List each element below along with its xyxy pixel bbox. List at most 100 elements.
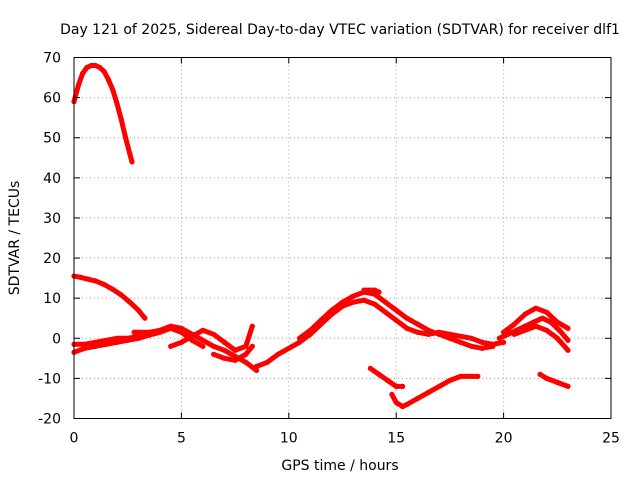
data-point [479,345,485,351]
data-point [77,274,83,280]
data-point [522,327,528,333]
series-arc-11 [367,365,406,389]
data-point [125,335,131,341]
data-point [404,325,410,331]
data-point [123,135,129,141]
data-point [393,307,399,313]
data-point [511,321,517,327]
data-point [296,335,303,341]
data-point [221,347,227,353]
data-point [436,331,442,337]
data-point [511,331,517,337]
data-point [131,329,137,335]
data-point [84,64,90,71]
data-point [533,323,539,329]
data-point [385,377,391,383]
data-point [376,289,382,295]
plot-frame [73,57,612,419]
data-point [361,287,367,293]
data-point [565,383,571,389]
data-point [436,383,442,389]
data-point [178,339,184,345]
data-point [146,329,152,335]
data-point [101,281,107,288]
data-point [554,335,560,341]
y-tick-label: -10 [38,371,61,387]
data-point [178,325,184,331]
data-point [127,151,133,157]
data-point [367,365,373,371]
data-point [318,317,324,323]
grid [74,57,611,419]
y-axis-label: SDTVAR / TECUs [7,181,23,296]
data-point [211,343,217,349]
data-point [531,319,537,325]
data-point [479,339,485,345]
data-point [544,375,550,381]
data-point [114,335,120,341]
data-point [200,337,206,343]
data-point [533,305,539,311]
data-point [389,391,395,397]
data-point [544,327,550,333]
y-tick-label: 20 [43,251,61,267]
data-point [556,327,563,333]
data-point [554,379,560,385]
data-point [286,345,292,351]
data-point [92,62,99,69]
y-tick-label: 40 [43,171,61,187]
data-point [101,68,107,75]
data-point [393,399,399,406]
y-tick-label: 70 [43,51,61,67]
data-point [254,367,260,373]
x-tick-label: 15 [387,431,405,447]
data-point [80,70,86,77]
data-point [496,335,502,341]
data-point [393,383,399,389]
data-point [400,383,406,389]
series-layer [71,62,571,410]
y-tick-label: 60 [43,91,61,107]
y-tick-label: 10 [43,291,61,307]
data-point [393,317,399,323]
data-point [114,101,120,107]
data-point [82,345,88,351]
data-point [200,343,206,349]
data-point [97,64,103,71]
data-point [468,343,474,349]
data-point [157,327,163,333]
x-axis-label: GPS time / hours [281,458,398,474]
data-point [361,297,367,303]
data-point [243,343,249,349]
data-point [211,351,217,357]
data-point [468,373,474,379]
data-point [232,347,238,353]
data-point [329,307,335,313]
data-point [565,347,571,353]
series-arc-2 [71,273,148,321]
data-point [88,62,94,69]
data-point [127,299,133,305]
data-point [200,327,206,333]
data-point [211,331,217,337]
data-point [221,339,227,345]
data-point [275,351,281,357]
data-point [468,335,474,341]
data-point [296,339,303,345]
data-point [249,323,255,329]
data-point [382,299,389,305]
data-point [92,278,99,284]
x-tick-label: 25 [602,431,620,447]
data-point [110,87,116,93]
y-tick-label: 50 [43,131,61,147]
y-tick-label: 0 [52,331,61,347]
x-tick-label: 5 [177,431,186,447]
data-point [350,293,356,299]
data-point [425,389,431,395]
data-point [400,403,406,410]
data-point [168,323,174,329]
chart-title: Day 121 of 2025, Sidereal Day-to-day VTE… [60,22,620,38]
data-point [447,377,453,383]
data-point [501,339,507,345]
